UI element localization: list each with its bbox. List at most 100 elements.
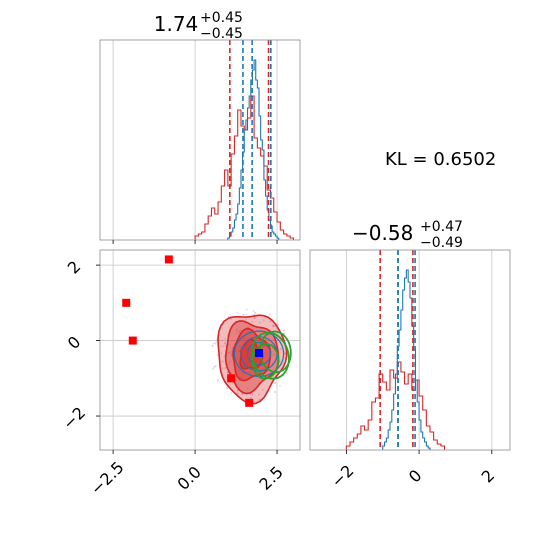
joint-scatter-point <box>212 342 215 345</box>
joint-scatter-point <box>226 387 229 390</box>
hist-y-xtick-label: 0 <box>405 466 426 487</box>
joint-scatter-point <box>230 392 233 395</box>
hist-y-value: −0.58 <box>352 221 413 245</box>
joint-scatter-point <box>224 337 227 340</box>
joint-scatter-point <box>269 320 272 323</box>
joint-scatter-point <box>264 339 267 341</box>
joint-scatter-point <box>239 329 242 332</box>
joint-scatter-point <box>251 393 254 395</box>
joint-scatter-point <box>214 342 217 345</box>
joint-scatter-point <box>271 362 274 365</box>
joint-scatter-point <box>222 367 224 369</box>
joint-scatter-point <box>284 352 286 355</box>
hist-y-minus: −0.49 <box>420 235 463 251</box>
joint-scatter-point <box>237 312 239 314</box>
joint-scatter-point <box>216 354 219 356</box>
joint-red-marker <box>227 374 236 383</box>
joint-scatter-point <box>274 391 277 393</box>
joint-xtick-label: 0.0 <box>173 462 204 493</box>
joint-scatter-point <box>258 398 261 401</box>
joint-scatter-point <box>228 351 230 354</box>
joint-scatter-point <box>265 351 268 354</box>
joint-scatter-point <box>230 354 233 357</box>
panel-hist-x: 1.74 +0.45 −0.45 <box>99 10 301 244</box>
panel-hist-y: −0.58 +0.47 −0.49 −2 0 2 <box>309 219 511 491</box>
joint-scatter-point <box>272 325 275 328</box>
joint-scatter-point <box>230 352 233 355</box>
joint-scatter-point <box>279 347 282 350</box>
joint-red-marker <box>245 398 254 407</box>
joint-scatter-point <box>240 376 242 379</box>
hist-y-xtick-label: −2 <box>327 461 357 491</box>
joint-scatter-point <box>234 350 237 353</box>
joint-scatter-point <box>235 379 238 381</box>
joint-scatter-point <box>224 367 227 369</box>
joint-ytick-label: 0 <box>64 332 85 353</box>
joint-blue-marker <box>255 349 264 358</box>
joint-scatter-point <box>285 372 288 375</box>
joint-xtick-label: −2.5 <box>87 458 128 499</box>
joint-scatter-point <box>241 393 243 395</box>
joint-scatter-point <box>229 360 232 363</box>
joint-scatter-point <box>278 384 281 387</box>
joint-scatter-point <box>251 320 254 323</box>
joint-red-marker <box>122 298 131 307</box>
joint-scatter-point <box>244 318 247 321</box>
joint-blue-contour-2 <box>246 341 272 366</box>
hist-x-grid <box>112 40 278 240</box>
hist-x-hist-series-0 <box>194 95 294 240</box>
joint-scatter-point <box>235 329 238 332</box>
joint-scatter-point <box>226 371 229 374</box>
joint-scatter-point <box>246 387 249 390</box>
joint-green-ellipse-2 <box>251 343 280 380</box>
joint-scatter-point <box>249 372 252 374</box>
joint-scatter-point <box>215 341 217 343</box>
hist-y-plus: +0.47 <box>420 219 463 235</box>
joint-scatter-point <box>262 319 265 322</box>
joint-scatter-point <box>236 389 239 392</box>
joint-scatter-point <box>273 353 276 356</box>
hist-y-frame <box>309 249 511 451</box>
joint-scatter-point <box>221 360 224 363</box>
hist-x-plus: +0.45 <box>200 10 243 26</box>
joint-scatter-point <box>242 313 245 316</box>
joint-xtick-label: 2.5 <box>255 462 286 493</box>
joint-scatter-point <box>221 345 224 347</box>
hist-y-hist-series-1 <box>382 269 431 450</box>
joint-scatter-point <box>283 329 285 332</box>
joint-scatter-point <box>262 389 264 391</box>
hist-x-hist-series-1 <box>227 59 280 240</box>
kl-annotation: KL = 0.6502 <box>385 149 496 170</box>
joint-red-marker <box>128 336 137 345</box>
joint-scatter-point <box>211 344 214 347</box>
hist-y-xtick-label: 2 <box>478 466 499 487</box>
joint-scatter-point <box>254 311 257 314</box>
joint-scatter-point <box>228 362 231 365</box>
joint-scatter-point <box>242 372 245 375</box>
joint-scatter-point <box>274 381 277 384</box>
joint-scatter-point <box>258 321 261 324</box>
hist-x-frame <box>99 39 301 241</box>
joint-scatter-point <box>243 337 245 340</box>
joint-scatter-point <box>262 345 265 348</box>
panel-joint: −2.5 0.0 2.5 −2 0 2 <box>59 249 301 499</box>
joint-ytick-label: 2 <box>64 257 85 278</box>
hist-x-title: 1.74 <box>154 12 199 36</box>
joint-scatter-point <box>217 379 219 382</box>
joint-scatter-point <box>236 332 238 334</box>
joint-scatter-point <box>239 345 242 348</box>
joint-scatter-point <box>224 342 227 344</box>
joint-ytick-label: −2 <box>59 403 89 433</box>
joint-scatter-point <box>245 308 248 311</box>
joint-scatter-point <box>238 330 241 333</box>
joint-scatter-point <box>253 317 256 320</box>
joint-scatter-point <box>268 313 271 316</box>
joint-scatter-point <box>213 365 216 368</box>
joint-frame <box>99 249 301 451</box>
joint-scatter-point <box>220 352 223 355</box>
joint-scatter-point <box>212 367 215 370</box>
hist-x-value: 1.74 <box>154 12 199 36</box>
joint-scatter-point <box>215 364 217 367</box>
joint-red-marker <box>164 255 173 264</box>
